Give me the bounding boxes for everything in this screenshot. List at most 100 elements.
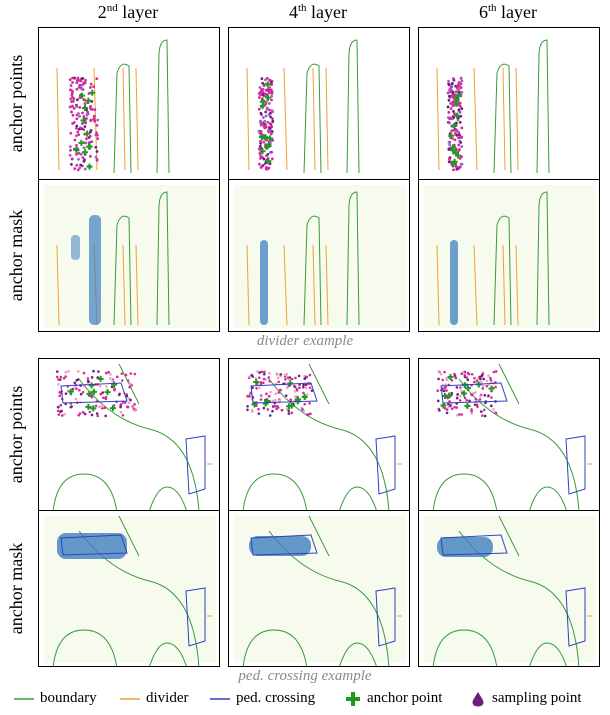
- sampling-point: [447, 402, 450, 406]
- sampling-point: [68, 154, 72, 157]
- ped-crossing: [185, 587, 206, 647]
- sampling-point: [450, 85, 454, 89]
- sampling-point: [454, 121, 458, 125]
- anchor-point: [488, 385, 495, 392]
- anchor-point: [73, 146, 80, 153]
- legend-label: anchor point: [367, 690, 443, 706]
- ped-mask-scene: [234, 515, 406, 666]
- anchor-point: [265, 158, 272, 165]
- sampling-point: [447, 405, 450, 409]
- sampling-point: [84, 78, 87, 82]
- sampling-point: [248, 395, 251, 398]
- sampling-point: [460, 107, 464, 110]
- sampling-point: [460, 413, 464, 416]
- sampling-point: [448, 400, 451, 403]
- sampling-point: [302, 409, 306, 413]
- divider-line: [502, 244, 506, 326]
- anchor-point: [78, 92, 85, 99]
- sampling-point: [77, 85, 81, 89]
- sampling-point: [76, 168, 80, 172]
- sampling-point: [270, 157, 274, 161]
- sampling-point: [68, 145, 72, 149]
- sampling-point: [492, 408, 495, 411]
- sampling-point: [451, 100, 455, 104]
- ped-crossing: [565, 435, 586, 495]
- sampling-point: [275, 407, 278, 411]
- sampling-point: [56, 405, 60, 409]
- sampling-point: [259, 131, 263, 135]
- sampling-point: [482, 377, 486, 381]
- sampling-point: [259, 139, 262, 143]
- sampling-point: [96, 137, 100, 141]
- boundary-line: [308, 363, 330, 405]
- sampling-point: [73, 381, 77, 385]
- sampling-point: [447, 94, 451, 98]
- sampling-point: [259, 111, 263, 115]
- sampling-point: [447, 83, 451, 87]
- sampling-point: [57, 382, 60, 386]
- sampling-point: [96, 118, 100, 122]
- sampling-point: [294, 376, 297, 380]
- sampling-point: [280, 408, 284, 412]
- sampling-point: [268, 78, 272, 82]
- mask-blob: [249, 536, 311, 556]
- sampling-point: [285, 407, 289, 411]
- sampling-point: [83, 125, 87, 128]
- sampling-point: [479, 380, 483, 384]
- sampling-point: [85, 117, 88, 120]
- sampling-point: [451, 104, 455, 108]
- caption-ped-crossing-example: ped. crossing example: [238, 668, 372, 684]
- ped-crossing: [375, 587, 396, 647]
- sampling-point: [86, 377, 90, 380]
- sampling-point: [449, 404, 452, 408]
- sampling-point: [127, 401, 131, 404]
- sampling-point: [459, 114, 463, 118]
- sampling-point: [70, 110, 73, 114]
- sampling-point: [88, 410, 92, 414]
- sampling-point: [494, 385, 497, 389]
- sampling-point: [71, 104, 74, 108]
- sampling-point: [76, 76, 80, 80]
- sampling-point: [290, 377, 294, 381]
- sampling-point: [308, 401, 311, 405]
- sampling-point: [262, 381, 265, 384]
- sampling-point: [267, 376, 271, 379]
- sampling-point: [310, 389, 314, 392]
- sampling-point: [452, 77, 455, 81]
- sampling-point: [75, 387, 78, 391]
- sampling-point: [481, 384, 485, 388]
- sampling-point: [98, 405, 101, 409]
- boundary-line: [242, 629, 308, 666]
- sampling-point: [259, 119, 262, 123]
- sampling-point: [69, 148, 72, 152]
- sampling-point: [457, 88, 461, 91]
- sampling-point: [261, 90, 265, 94]
- divider-line: [436, 67, 440, 171]
- column-header-layer-4: 4th layer: [228, 2, 408, 23]
- anchor-point: [288, 402, 295, 409]
- sampling-point: [308, 373, 312, 377]
- mask-blob: [437, 537, 493, 557]
- sampling-point: [70, 162, 73, 166]
- sampling-point: [83, 102, 87, 106]
- sampling-point: [450, 391, 454, 395]
- sampling-point: [466, 371, 470, 375]
- divider-mask-scene: [44, 185, 216, 328]
- sampling-point: [443, 406, 447, 410]
- anchor-point: [90, 405, 97, 412]
- sampling-point: [103, 406, 107, 410]
- sampling-point: [121, 414, 125, 417]
- anchor-point: [450, 144, 457, 151]
- panel-divider-mask-layer-4: [228, 179, 410, 332]
- sampling-point: [442, 389, 446, 393]
- sampling-point: [460, 79, 464, 83]
- sampling-point: [119, 405, 122, 409]
- sampling-point: [81, 390, 85, 394]
- sampling-point: [271, 409, 274, 413]
- sampling-point: [83, 384, 86, 388]
- sampling-point: [95, 77, 99, 81]
- sampling-point: [458, 121, 462, 124]
- mask-blob: [71, 235, 80, 260]
- sampling-point: [83, 81, 87, 85]
- sampling-point: [119, 410, 123, 414]
